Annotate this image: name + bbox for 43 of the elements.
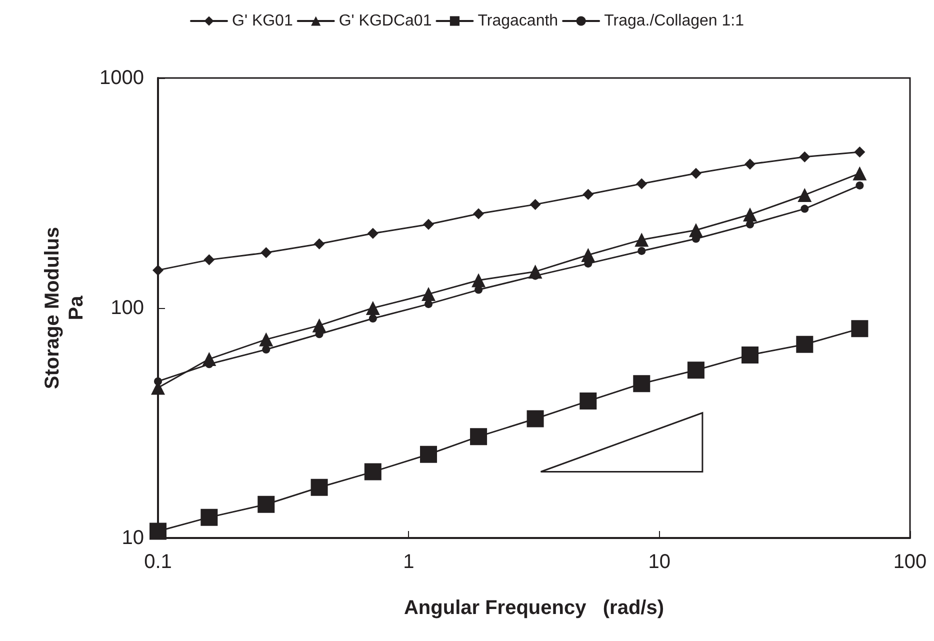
- point: [633, 375, 650, 392]
- point: [799, 151, 810, 162]
- point: [796, 336, 814, 353]
- point: [582, 188, 594, 200]
- point: [800, 204, 809, 213]
- point: [638, 246, 646, 255]
- x-tick-label: 10: [648, 551, 670, 573]
- point: [150, 522, 166, 540]
- point: [690, 168, 702, 179]
- x-tick-label: 1: [403, 551, 414, 573]
- point: [367, 228, 378, 239]
- point: [368, 314, 377, 323]
- point: [259, 332, 274, 346]
- x-tick-label: 0.1: [144, 551, 172, 573]
- point: [258, 496, 275, 513]
- point: [262, 346, 270, 354]
- y-tick-label: 100: [110, 297, 144, 319]
- point: [687, 362, 704, 379]
- point: [310, 478, 328, 496]
- y-axis-title: Storage Modulus Pa: [42, 226, 88, 390]
- point: [530, 198, 541, 210]
- point: [526, 410, 544, 428]
- point: [634, 232, 649, 247]
- point: [314, 238, 325, 250]
- point: [742, 346, 759, 364]
- y-tick-label: 1000: [100, 67, 144, 89]
- legend-label: G' KG01: [232, 12, 293, 30]
- point: [366, 301, 380, 315]
- point: [152, 264, 164, 276]
- y-tick-label: 10: [122, 527, 144, 549]
- point: [636, 178, 648, 190]
- point: [743, 207, 758, 222]
- point: [580, 392, 597, 410]
- point: [260, 247, 272, 258]
- point: [798, 188, 812, 202]
- x-axis-title: Angular Frequency (rad/s): [404, 597, 664, 619]
- legend-label: Traga./Collagen 1:1: [604, 12, 744, 30]
- point: [744, 158, 756, 170]
- point: [154, 377, 162, 386]
- legend-label: Tragacanth: [478, 12, 558, 30]
- legend-label: G' KGDCa01: [338, 12, 432, 30]
- x-tick-label: 100: [893, 551, 927, 573]
- point: [364, 463, 382, 480]
